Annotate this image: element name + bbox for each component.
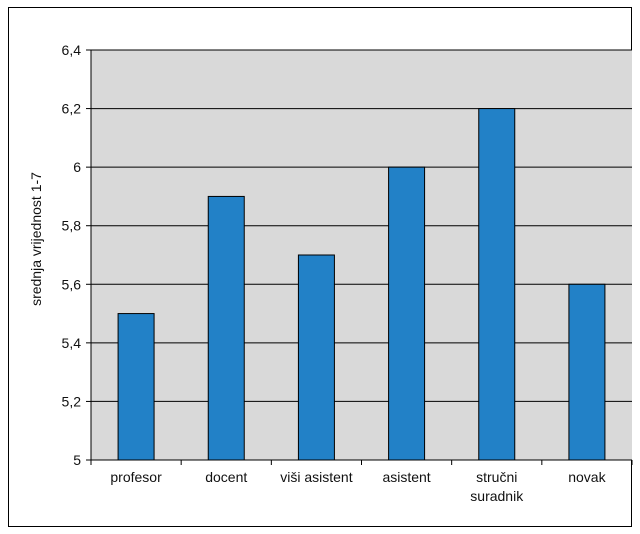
x-tick-label: docent (205, 469, 247, 485)
y-tick-label: 6,4 (62, 42, 82, 58)
x-tick-label: viši asistent (280, 469, 352, 485)
y-axis-ticks: 5 5,2 5,4 5,6 5,8 6 6,2 6,4 (62, 42, 91, 468)
x-axis-ticks: profesor docent viši asistent asistent struč… (90, 460, 633, 504)
y-tick-label: 6,2 (62, 101, 82, 117)
y-tick-label: 5,4 (62, 335, 82, 351)
bar (568, 283, 606, 461)
x-tick-label: asistent (382, 469, 430, 485)
bar (388, 166, 426, 461)
x-tick-label: novak (568, 469, 606, 485)
y-tick-label: 5,2 (62, 393, 82, 409)
plot-area (90, 49, 632, 461)
bar (297, 254, 335, 461)
y-tick-label: 5,8 (62, 218, 82, 234)
y-axis-title: srednja vrijednost 1-7 (28, 172, 44, 306)
bar (207, 195, 245, 461)
x-tick-label: stručni suradnik (470, 469, 524, 504)
y-tick-label: 5 (73, 452, 81, 468)
bars (117, 108, 606, 461)
bar (478, 108, 516, 461)
plot-background (91, 50, 632, 460)
bar (117, 313, 155, 461)
x-tick-label: profesor (110, 469, 162, 485)
y-tick-label: 6 (73, 159, 81, 175)
y-tick-label: 5,6 (62, 276, 82, 292)
